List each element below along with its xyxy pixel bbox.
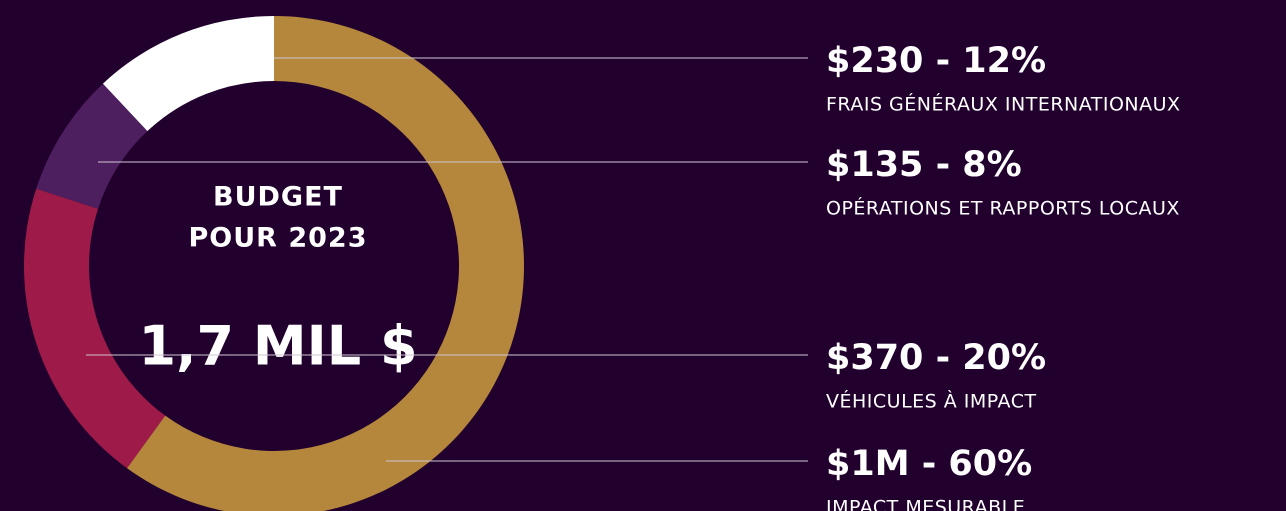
value-label: $230 - 12% xyxy=(826,41,1046,81)
donut-segment xyxy=(36,83,148,209)
legend-label: FRAIS GÉNÉRAUX INTERNATIONAUX xyxy=(826,93,1181,116)
value-label: $370 - 20% xyxy=(826,338,1046,378)
donut xyxy=(23,16,525,511)
value-label: $1M - 60% xyxy=(826,444,1032,484)
center-label: BUDGET xyxy=(213,182,343,213)
total-label: 1,7 MIL $ xyxy=(138,315,417,378)
value-label: $135 - 8% xyxy=(826,145,1022,185)
center-label: POUR 2023 xyxy=(188,223,367,254)
donut-segment xyxy=(102,16,274,132)
donut-segment xyxy=(127,16,525,511)
legend-label: IMPACT MESURABLE xyxy=(826,497,1025,511)
legend-label: OPÉRATIONS ET RAPPORTS LOCAUX xyxy=(826,197,1180,220)
legend-label: VÉHICULES À IMPACT xyxy=(826,390,1037,413)
donut-segment xyxy=(23,188,166,469)
